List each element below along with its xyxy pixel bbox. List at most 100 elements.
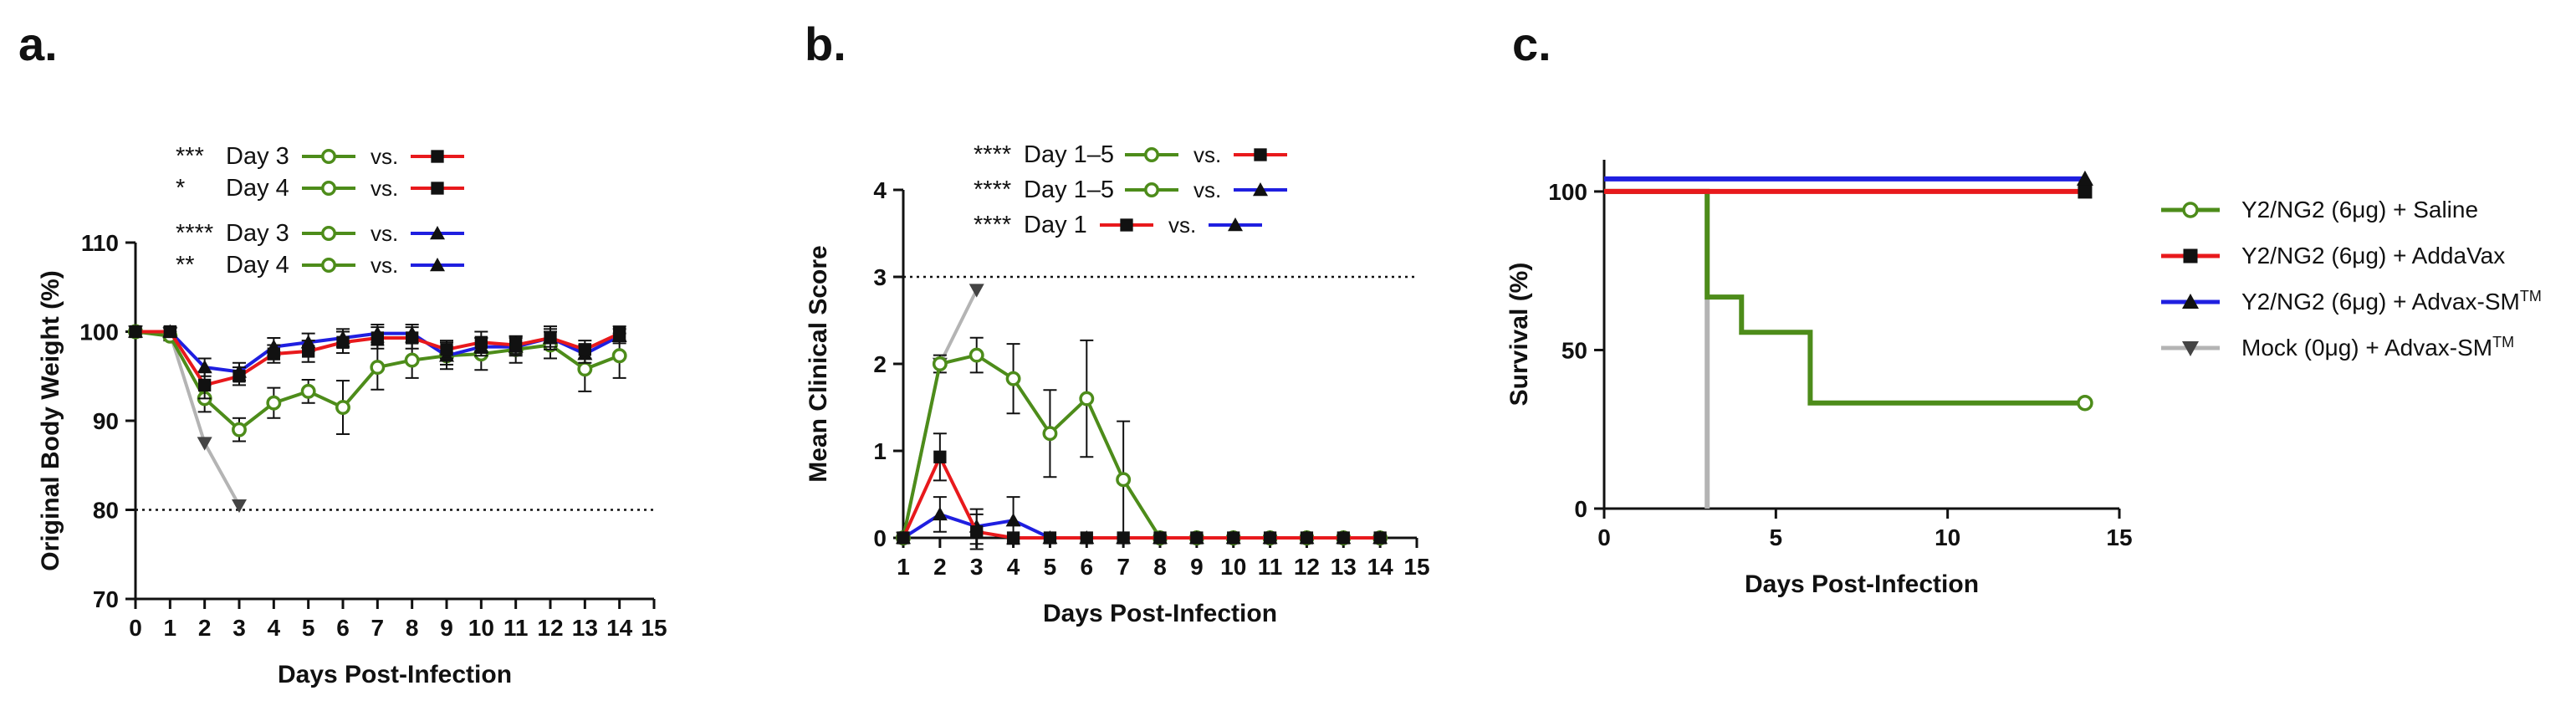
data-point [578, 343, 591, 356]
x-tick-label: 8 [406, 615, 419, 641]
data-point [933, 450, 947, 463]
x-tick-label: 7 [1117, 554, 1130, 580]
significance-day: Day 1 [1024, 212, 1087, 238]
data-point [233, 370, 246, 383]
data-point [1337, 531, 1350, 545]
significance-day: Day 1–5 [1024, 141, 1114, 168]
data-point [336, 335, 350, 349]
x-tick-label: 4 [268, 615, 281, 641]
data-point [267, 347, 280, 361]
significance-day: Day 1–5 [1024, 176, 1114, 203]
data-point [1263, 531, 1277, 545]
data-point [509, 338, 523, 352]
panel-b-significance-legend: **** Day 1–5 vs. **** Day 1–5 vs. **** Day 1 vs. [974, 141, 1287, 238]
legend-marker [2182, 294, 2199, 309]
x-tick-label: 2 [933, 554, 947, 580]
legend-superscript: TM [2492, 334, 2514, 350]
end-marker [2077, 395, 2093, 412]
data-point [1006, 531, 1020, 545]
y-tick-label: 100 [1548, 179, 1587, 205]
significance-row: **** Day 3 vs. [176, 220, 464, 247]
significance-day: Day 4 [226, 252, 289, 279]
data-point [197, 360, 212, 374]
y-tick-label: 70 [93, 586, 119, 612]
data-point [370, 360, 386, 376]
x-axis-title: Days Post-Infection [1745, 570, 1979, 598]
data-point [1080, 531, 1093, 545]
significance-row: **** Day 1 vs. [974, 212, 1262, 238]
x-tick-label: 14 [1367, 554, 1394, 580]
significance-stars: **** [974, 212, 1011, 238]
x-tick-label: 11 [503, 615, 529, 641]
data-point [897, 531, 910, 545]
data-point [302, 345, 315, 358]
x-tick-label: 3 [970, 554, 984, 580]
x-tick-label: 0 [1597, 524, 1611, 550]
series-line [902, 353, 1381, 540]
series-red [897, 432, 1387, 550]
x-tick-label: 1 [897, 554, 910, 580]
end-marker [2076, 170, 2093, 186]
significance-day: Day 3 [226, 220, 289, 247]
x-tick-label: 5 [1770, 524, 1783, 550]
data-point [1117, 531, 1130, 545]
legend-marker-left [321, 181, 336, 196]
data-point [613, 326, 626, 340]
significance-stars: **** [974, 141, 1011, 168]
data-point [932, 506, 948, 521]
x-tick-label: 15 [641, 615, 667, 641]
x-tick-label: 1 [164, 615, 177, 641]
vs-label: vs. [371, 221, 398, 246]
legend-marker-left [321, 258, 336, 273]
data-point [1227, 531, 1240, 545]
legend-marker-left [1120, 218, 1133, 232]
x-tick-label: 9 [1190, 554, 1204, 580]
data-point [1005, 513, 1021, 527]
panel-a-significance-legend: *** Day 3 vs. * Day 4 vs. **** Day 3 vs. ** Day 4 v… [176, 143, 464, 279]
y-axis-title: Survival (%) [1505, 263, 1533, 407]
y-tick-label: 80 [93, 498, 119, 524]
series-gray [1604, 188, 1710, 509]
data-point [335, 400, 350, 415]
legend-label: Y2/NG2 (6μg) + Advax-SMTM [2241, 288, 2542, 315]
data-point [932, 356, 948, 371]
data-point [474, 335, 488, 349]
significance-stars: **** [974, 176, 1011, 203]
series-green [1604, 188, 2093, 412]
y-tick-label: 3 [873, 264, 887, 290]
x-tick-label: 10 [1220, 554, 1246, 580]
significance-row: **** Day 1–5 vs. [974, 176, 1287, 203]
legend-marker [2182, 202, 2199, 218]
series-line [1604, 188, 1710, 509]
end-marker [2078, 184, 2093, 199]
x-tick-label: 6 [1080, 554, 1093, 580]
data-point [1005, 371, 1021, 386]
data-point [969, 347, 984, 363]
data-point [266, 395, 282, 411]
x-tick-label: 9 [440, 615, 453, 641]
x-tick-label: 8 [1153, 554, 1167, 580]
data-point [970, 525, 984, 539]
data-point [1042, 426, 1058, 442]
data-point [1153, 531, 1167, 545]
legend-marker [2182, 341, 2199, 356]
data-point [1300, 531, 1314, 545]
significance-row: **** Day 1–5 vs. [974, 141, 1287, 168]
x-axis-title: Days Post-Infection [278, 661, 512, 688]
chart-c-survival: 0 5 10 15 0 50 100 Days Post-Infection Survival … [1505, 160, 2133, 598]
data-point [1079, 391, 1095, 407]
data-point [197, 437, 212, 451]
x-tick-label: 0 [129, 615, 142, 641]
significance-day: Day 3 [226, 143, 289, 170]
y-tick-label: 4 [873, 177, 887, 203]
data-point [163, 325, 176, 339]
legend-item: Mock (0μg) + Advax-SMTM [2161, 334, 2514, 361]
data-point [129, 325, 142, 339]
data-point [544, 331, 557, 345]
legend-marker-right [430, 258, 445, 272]
legend-marker-right [1253, 182, 1268, 197]
panel-a-label: a. [18, 18, 58, 70]
x-tick-label: 4 [1007, 554, 1020, 580]
